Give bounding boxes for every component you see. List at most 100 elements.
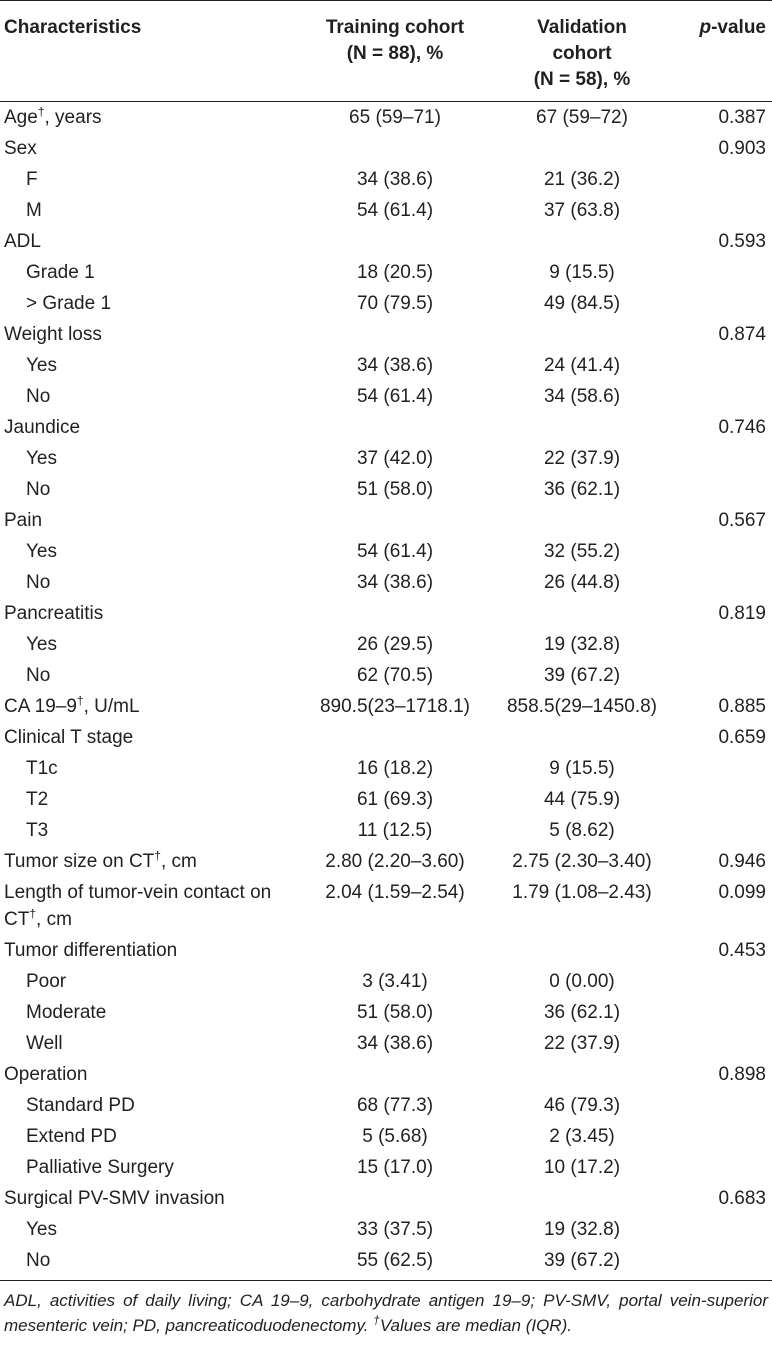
row-training-value: 51 (58.0) xyxy=(356,1002,434,1023)
row-characteristic: Pain xyxy=(0,505,296,536)
row-training-value: 5 (5.68) xyxy=(362,1126,428,1147)
row-validation-value: 22 (37.9) xyxy=(543,448,621,469)
row-label: No xyxy=(26,386,51,407)
row-training-value: 3 (3.41) xyxy=(362,971,428,992)
row-characteristic: Poor xyxy=(0,966,296,997)
row-characteristic: Yes xyxy=(0,443,296,474)
row-validation-value: 19 (32.8) xyxy=(543,1219,621,1240)
table-row: Standard PD 68 (77.3) 46 (79.3) xyxy=(0,1090,772,1121)
row-characteristic: No xyxy=(0,1245,296,1280)
row-label-unit: , years xyxy=(44,107,102,128)
header-validation-line2: cohort xyxy=(552,43,612,64)
row-p-value: 0.885 xyxy=(718,696,766,717)
row-training-value: 61 (69.3) xyxy=(356,789,434,810)
table-row: Surgical PV-SMV invasion 0.683 xyxy=(0,1183,772,1214)
row-characteristic: Length of tumor-vein contact on CT†, cm xyxy=(0,877,296,935)
row-label: Surgical PV-SMV invasion xyxy=(4,1188,225,1209)
row-characteristic: Clinical T stage xyxy=(0,722,296,753)
row-label: Grade 1 xyxy=(26,262,95,283)
row-p-value: 0.659 xyxy=(718,727,766,748)
row-characteristic: No xyxy=(0,660,296,691)
row-validation-value: 24 (41.4) xyxy=(543,355,621,376)
row-validation-value: 19 (32.8) xyxy=(543,634,621,655)
row-characteristic: Yes xyxy=(0,629,296,660)
row-characteristic: No xyxy=(0,567,296,598)
row-characteristic: Extend PD xyxy=(0,1121,296,1152)
row-characteristic: > Grade 1 xyxy=(0,288,296,319)
row-characteristic: Yes xyxy=(0,1214,296,1245)
row-label: No xyxy=(26,1250,51,1271)
row-validation-value: 36 (62.1) xyxy=(543,479,621,500)
row-training-value: 33 (37.5) xyxy=(356,1219,434,1240)
row-characteristic: Pancreatitis xyxy=(0,598,296,629)
row-characteristic: T1c xyxy=(0,753,296,784)
row-p-value: 0.387 xyxy=(718,107,766,128)
table-row: T1c 16 (18.2) 9 (15.5) xyxy=(0,753,772,784)
row-label: Standard PD xyxy=(26,1095,135,1116)
row-p-value: 0.874 xyxy=(718,324,766,345)
table-row: No 55 (62.5) 39 (67.2) xyxy=(0,1245,772,1280)
row-validation-value: 26 (44.8) xyxy=(543,572,621,593)
row-characteristic: CA 19–9†, U/mL xyxy=(0,691,296,722)
row-p-value: 0.593 xyxy=(718,231,766,252)
row-label: Moderate xyxy=(26,1002,107,1023)
row-training-value xyxy=(296,1183,494,1214)
row-training-value xyxy=(296,319,494,350)
row-p-value xyxy=(670,257,772,288)
row-p-value xyxy=(670,660,772,691)
row-p-value xyxy=(670,164,772,195)
row-validation-value: 1.79 (1.08–2.43) xyxy=(512,882,652,903)
row-p-value xyxy=(670,629,772,660)
row-characteristic: Jaundice xyxy=(0,412,296,443)
header-training-line1: Training cohort xyxy=(325,17,465,38)
header-p-value: p-value xyxy=(670,1,772,102)
row-label: Operation xyxy=(4,1064,88,1085)
row-training-value: 16 (18.2) xyxy=(356,758,434,779)
row-training-value: 34 (38.6) xyxy=(356,572,434,593)
row-training-value xyxy=(296,226,494,257)
row-validation-value: 67 (59–72) xyxy=(536,107,628,128)
row-characteristic: Palliative Surgery xyxy=(0,1152,296,1183)
row-p-value xyxy=(670,443,772,474)
row-characteristic: Grade 1 xyxy=(0,257,296,288)
row-p-value: 0.819 xyxy=(718,603,766,624)
row-training-value: 54 (61.4) xyxy=(356,386,434,407)
row-training-value: 26 (29.5) xyxy=(356,634,434,655)
row-training-value xyxy=(296,722,494,753)
row-validation-value: 5 (8.62) xyxy=(549,820,615,841)
row-training-value: 34 (38.6) xyxy=(356,355,434,376)
row-training-value: 65 (59–71) xyxy=(349,107,441,128)
row-validation-value: 46 (79.3) xyxy=(543,1095,621,1116)
row-p-value xyxy=(670,1090,772,1121)
row-p-value: 0.567 xyxy=(718,510,766,531)
row-training-value: 890.5(23–1718.1) xyxy=(319,696,470,717)
row-p-value xyxy=(670,474,772,505)
row-characteristic: Standard PD xyxy=(0,1090,296,1121)
row-validation-value: 37 (63.8) xyxy=(543,200,621,221)
header-validation-line3: (N = 58), % xyxy=(533,69,631,90)
table-row: No 34 (38.6) 26 (44.8) xyxy=(0,567,772,598)
header-p-italic: p xyxy=(699,17,712,38)
row-label: Palliative Surgery xyxy=(26,1157,174,1178)
row-validation-value: 10 (17.2) xyxy=(543,1157,621,1178)
row-validation-value xyxy=(494,505,670,536)
table-row: Jaundice 0.746 xyxy=(0,412,772,443)
row-label: Weight loss xyxy=(4,324,102,345)
table-row: Moderate 51 (58.0) 36 (62.1) xyxy=(0,997,772,1028)
row-label-unit: , cm xyxy=(36,909,72,930)
row-p-value xyxy=(670,1028,772,1059)
row-training-value: 68 (77.3) xyxy=(356,1095,434,1116)
row-label: Pancreatitis xyxy=(4,603,104,624)
row-characteristic: Well xyxy=(0,1028,296,1059)
row-label-dagger: † xyxy=(154,848,161,863)
row-training-value xyxy=(296,598,494,629)
row-validation-value xyxy=(494,133,670,164)
header-row: Characteristics Training cohort (N = 88)… xyxy=(0,1,772,102)
row-training-value xyxy=(296,505,494,536)
row-characteristic: Yes xyxy=(0,350,296,381)
row-validation-value: 44 (75.9) xyxy=(543,789,621,810)
table-row: Clinical T stage 0.659 xyxy=(0,722,772,753)
row-label: ADL xyxy=(4,231,41,252)
table-row: Yes 34 (38.6) 24 (41.4) xyxy=(0,350,772,381)
row-training-value: 37 (42.0) xyxy=(356,448,434,469)
